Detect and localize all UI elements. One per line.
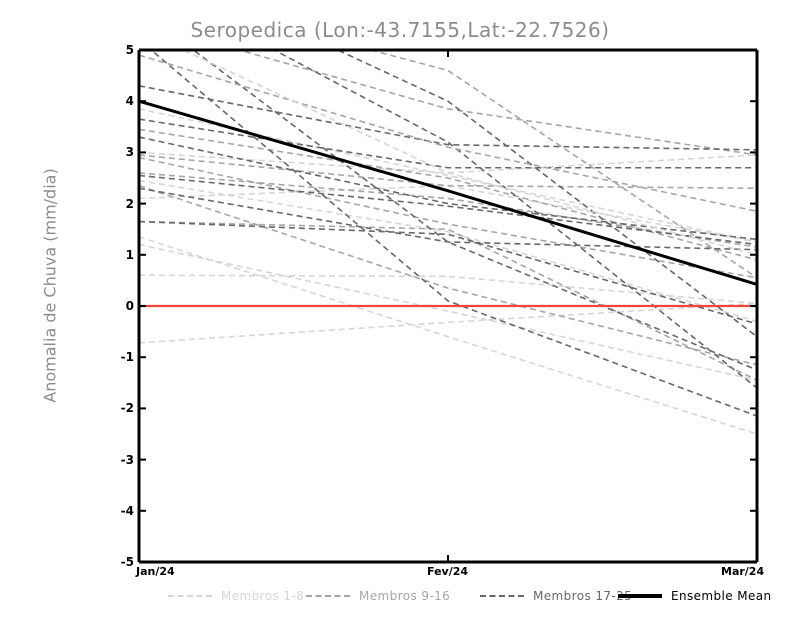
y-tick-label: 2 [125, 196, 134, 211]
legend-line-sample [306, 595, 350, 597]
x-tick-label-0: Jan/24 [136, 565, 175, 578]
legend-line-sample [480, 595, 524, 597]
legend-item-3[interactable]: Ensemble Mean [618, 586, 772, 606]
member-line [139, 243, 757, 382]
member-line [139, 302, 757, 344]
legend-label: Membros 17-25 [533, 589, 633, 603]
legend-item-0[interactable]: Membros 1-8 [168, 586, 304, 606]
y-tick-3: 3 [104, 145, 134, 159]
y-tick-0: 0 [104, 299, 134, 313]
y-tick-1: 1 [104, 248, 134, 262]
legend-line-sample [168, 595, 212, 597]
y-tick-label: -2 [120, 401, 134, 416]
y-tick-5: 5 [104, 43, 134, 57]
y-tick-label: -5 [120, 555, 134, 569]
y-tick-2: 2 [104, 197, 134, 211]
member-line [367, 50, 757, 279]
y-tick-label: 5 [125, 43, 134, 57]
axis-frame [137, 48, 759, 564]
y-tick-label: 1 [125, 247, 134, 262]
y-tick-label: -3 [120, 452, 134, 467]
member-line [139, 151, 757, 174]
member-line [139, 154, 757, 190]
y-tick--1: -1 [104, 350, 134, 364]
y-tick-label: 4 [125, 94, 134, 109]
chart-legend: Membros 1-8 Membros 9-16 Membros 17-25 Ense… [0, 586, 800, 608]
y-tick--2: -2 [104, 401, 134, 415]
member-line [181, 50, 757, 256]
legend-label: Membros 9-16 [359, 589, 451, 603]
series-layer [139, 50, 757, 435]
y-tick-4: 4 [104, 94, 134, 108]
member-line [149, 50, 757, 417]
member-line [139, 220, 757, 325]
y-tick-label: -1 [120, 350, 134, 365]
member-line [139, 179, 757, 323]
legend-line-sample [618, 594, 662, 598]
member-line [139, 184, 757, 243]
legend-item-2[interactable]: Membros 17-25 [480, 586, 632, 606]
y-tick-label: 3 [125, 145, 134, 160]
y-tick--5: -5 [104, 555, 134, 569]
member-line [139, 118, 757, 169]
member-line [139, 220, 757, 381]
legend-label: Ensemble Mean [671, 589, 772, 603]
member-line [139, 172, 757, 248]
chart-title: Seropedica (Lon:-43.7155,Lat:-22.7526) [190, 18, 610, 42]
member-line [139, 184, 757, 366]
legend-item-1[interactable]: Membros 9-16 [306, 586, 450, 606]
member-line [139, 174, 757, 246]
member-line [139, 274, 757, 305]
y-tick-label: 0 [125, 299, 134, 313]
y-tick--3: -3 [104, 453, 134, 467]
ensemble-mean-line [139, 99, 757, 286]
member-line [139, 236, 757, 435]
y-tick--4: -4 [104, 504, 134, 518]
x-tick-label-2: Mar/24 [721, 565, 765, 578]
y-tick-label: -4 [120, 503, 134, 518]
member-line [139, 54, 757, 213]
member-line [139, 85, 757, 151]
member-line [335, 50, 757, 338]
member-line [139, 187, 757, 251]
ensemble-mean-polyline [139, 99, 757, 286]
member-line [139, 156, 757, 279]
legend-label: Membros 1-8 [221, 589, 305, 603]
x-tick-label-1: Fev/24 [427, 565, 469, 578]
member-line [139, 128, 757, 261]
member-line [236, 50, 757, 156]
